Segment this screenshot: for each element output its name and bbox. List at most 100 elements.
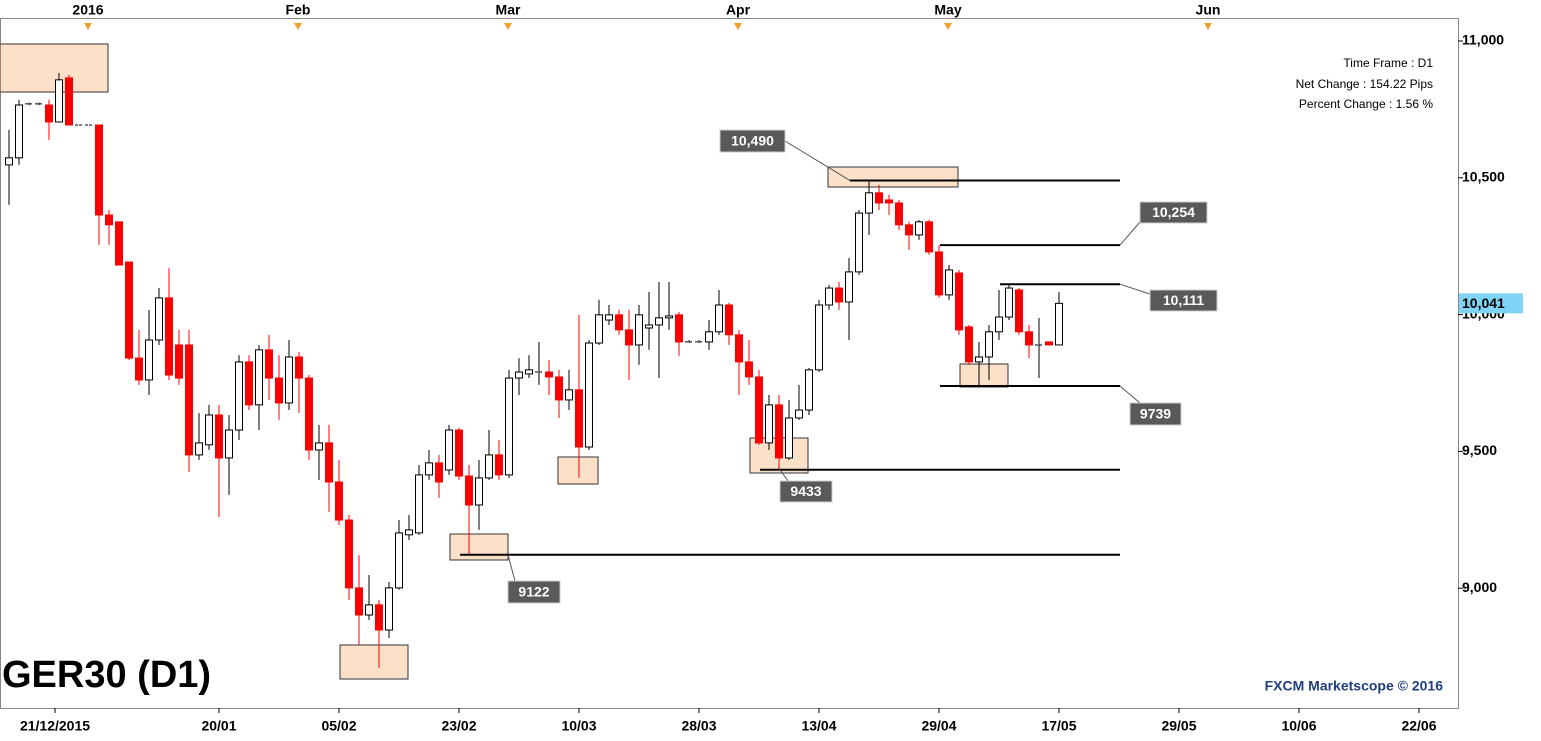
x-tick-label: 10/03 <box>561 718 596 734</box>
candle-body <box>385 587 393 631</box>
candle-body <box>495 454 503 476</box>
candle-body <box>595 314 603 344</box>
y-tick-label: 10,500 <box>1462 168 1505 184</box>
candle-body <box>625 329 633 346</box>
candle-body <box>895 202 903 226</box>
top-tick-label: Apr <box>726 2 751 18</box>
candle-body <box>175 344 183 379</box>
candle-body <box>585 342 593 448</box>
candle-body <box>1045 341 1053 346</box>
top-tick-marker <box>504 23 512 30</box>
level-label: 9739 <box>1140 406 1171 422</box>
level-connector <box>779 469 789 482</box>
candle-body <box>55 79 63 123</box>
level-label: 10,111 <box>1163 292 1204 308</box>
candle-body <box>125 261 133 359</box>
candle-body <box>235 361 243 431</box>
candle-body <box>675 314 683 343</box>
candle-body <box>915 221 923 236</box>
top-tick-label: 2016 <box>72 2 103 18</box>
candle-body <box>665 315 673 319</box>
x-tick-label: 21/12/2015 <box>20 718 90 734</box>
candle-body <box>215 414 223 459</box>
x-tick-label: 05/02 <box>321 718 356 734</box>
candle-body <box>835 287 843 303</box>
candle-body <box>515 371 523 379</box>
candle-body <box>325 442 333 483</box>
x-tick-label: 13/04 <box>801 718 836 734</box>
top-tick-marker <box>734 23 742 30</box>
level-connector <box>1119 221 1141 246</box>
x-tick-label: 22/06 <box>1401 718 1436 734</box>
level-label-box <box>1139 201 1208 224</box>
last-price-label: 10,041 <box>1462 295 1505 311</box>
candle-body <box>975 356 983 363</box>
candle-body <box>775 404 783 459</box>
level-label-box <box>1149 289 1218 312</box>
candle-body <box>855 212 863 273</box>
candle-body <box>305 377 313 451</box>
candle-body <box>265 349 273 379</box>
candle-body <box>1025 331 1033 346</box>
x-tick-label: 23/02 <box>441 718 476 734</box>
x-tick-label: 29/05 <box>1161 718 1196 734</box>
candle-body <box>435 462 443 483</box>
candle-body <box>995 316 1003 333</box>
candle-body <box>645 324 653 329</box>
candle-body <box>1005 287 1013 318</box>
candle-body <box>375 604 383 631</box>
top-tick-marker <box>294 23 302 30</box>
candle-body <box>905 224 913 236</box>
candle-body <box>545 371 553 378</box>
level-label-box <box>507 580 561 604</box>
top-tick-label: Mar <box>496 2 521 18</box>
candle-body <box>445 429 453 471</box>
candle-body <box>255 349 263 406</box>
candle-body <box>705 331 713 343</box>
candle-body <box>115 221 123 266</box>
level-label-box <box>719 129 786 153</box>
candle-body <box>5 157 13 166</box>
candle-body <box>615 314 623 331</box>
candle-body <box>805 369 813 411</box>
level-label: 9433 <box>790 483 821 499</box>
candle-body <box>785 417 793 459</box>
candle-body <box>45 104 53 123</box>
candle-body <box>275 377 283 404</box>
level-label: 10,490 <box>731 133 774 149</box>
candle-body <box>195 442 203 456</box>
y-tick-label: 11,000 <box>1462 32 1504 48</box>
candle-body <box>735 334 743 363</box>
candle-body <box>935 251 943 296</box>
candle-body <box>825 287 833 306</box>
candle-body <box>525 369 533 375</box>
top-tick-marker <box>944 23 952 30</box>
info-line: Time Frame : D1 <box>1343 56 1433 70</box>
candles <box>5 72 1063 669</box>
x-tick-label: 10/06 <box>1281 718 1316 734</box>
candle-body <box>145 339 153 381</box>
candle-body <box>745 361 753 378</box>
highlight-box <box>557 456 599 485</box>
x-tick-label: 29/04 <box>921 718 956 734</box>
overlay: 9,0009,50010,00010,50011,00021/12/201520… <box>0 2 1523 734</box>
candle-body <box>635 314 643 346</box>
candle-body <box>465 475 473 506</box>
highlight-box <box>449 533 509 561</box>
candle-body <box>795 409 803 419</box>
top-tick-label: Feb <box>286 2 311 18</box>
candle-body <box>425 462 433 476</box>
candle-body <box>605 314 613 321</box>
candle-body <box>865 192 873 214</box>
watermark: FXCM Marketscope © 2016 <box>1265 678 1444 694</box>
candle-body <box>655 317 663 326</box>
candle-body <box>105 214 113 226</box>
last-price-box <box>1459 293 1523 314</box>
level-connector <box>1119 385 1141 404</box>
candle-body <box>845 271 853 303</box>
candle-body <box>755 376 763 444</box>
candle-body <box>355 587 363 616</box>
candle-body <box>875 192 883 204</box>
top-tick-label: Jun <box>1196 2 1221 18</box>
